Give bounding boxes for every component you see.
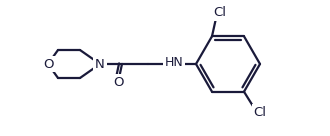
- Text: N: N: [95, 58, 105, 70]
- Text: O: O: [113, 75, 123, 89]
- Text: Cl: Cl: [253, 106, 267, 119]
- Text: Cl: Cl: [214, 6, 226, 19]
- Text: O: O: [43, 58, 53, 70]
- Text: HN: HN: [165, 56, 183, 69]
